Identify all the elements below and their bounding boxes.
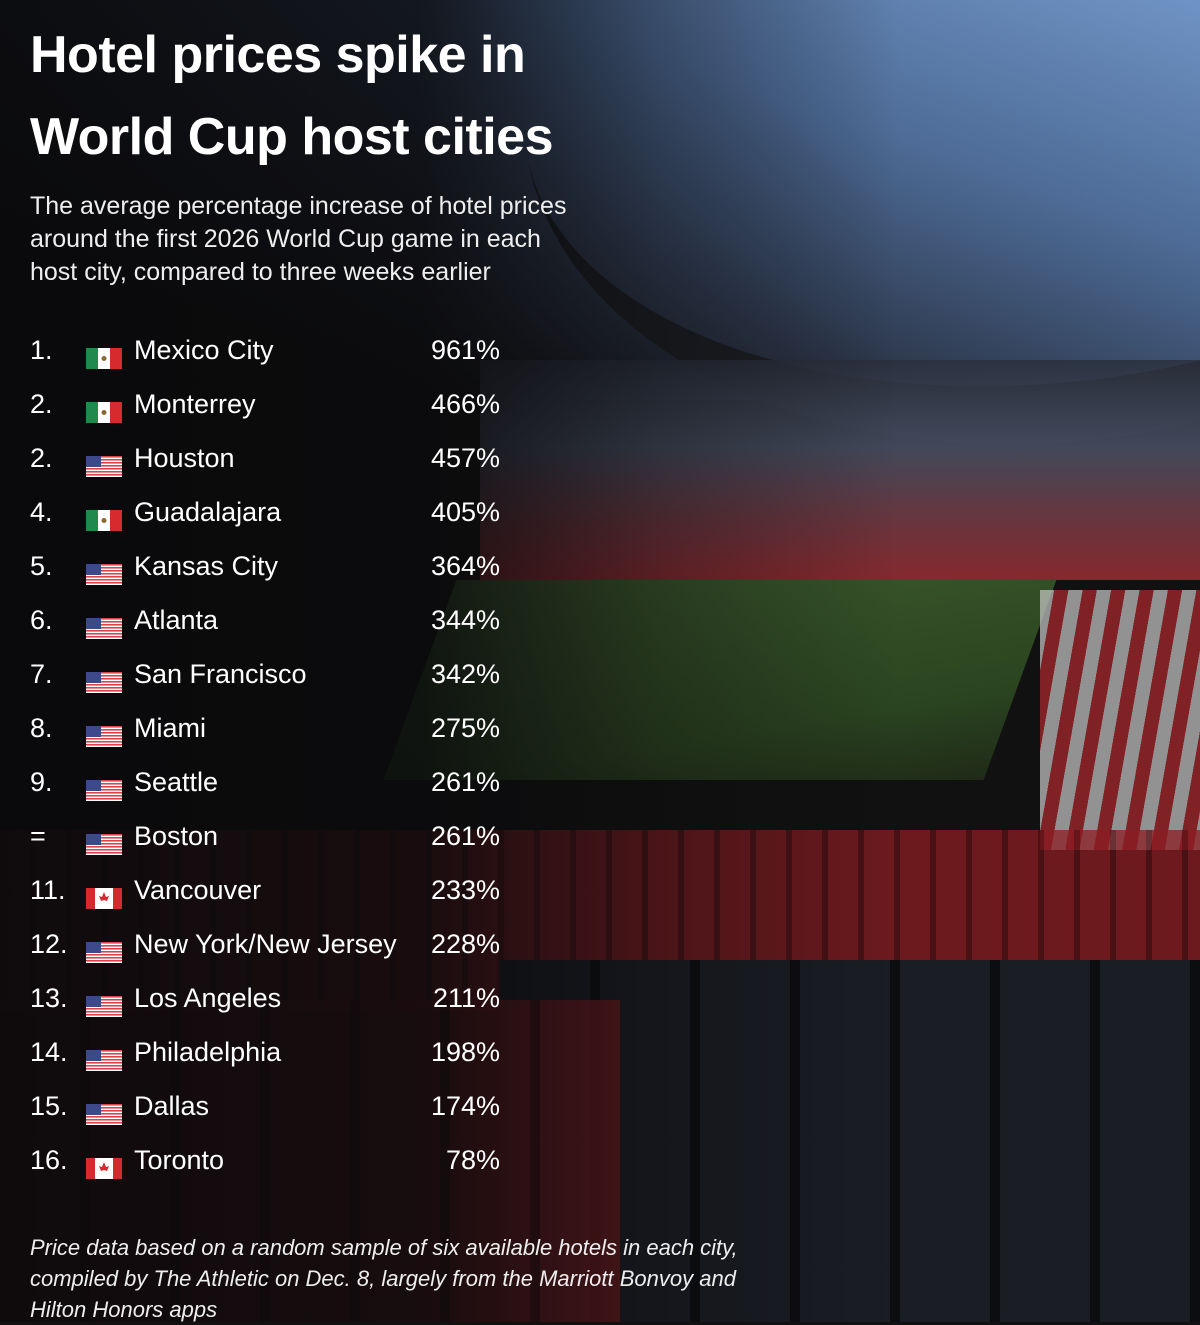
city-name: Toronto xyxy=(134,1145,225,1175)
footnote-line: compiled by The Athletic on Dec. 8, larg… xyxy=(30,1266,736,1291)
table-row: 6. Atlanta 344% xyxy=(30,600,500,640)
rank-label: 14. xyxy=(30,1037,68,1067)
rank-label: 13. xyxy=(30,983,68,1013)
subtitle-line: host city, compared to three weeks earli… xyxy=(30,258,491,286)
city-name: Mexico City xyxy=(134,335,274,365)
usa-flag-icon xyxy=(86,1096,122,1125)
title-line: World Cup host cities xyxy=(30,108,554,166)
percentage-value: 261% xyxy=(430,821,500,851)
percentage-value: 961% xyxy=(430,335,500,365)
usa-flag-icon xyxy=(86,1042,122,1071)
canada-flag-icon xyxy=(86,1150,122,1179)
city-name: Philadelphia xyxy=(134,1037,282,1067)
usa-flag-icon xyxy=(86,610,122,639)
percentage-value: 342% xyxy=(430,659,500,689)
table-row: 5. Kansas City 364% xyxy=(30,546,500,586)
percentage-value: 457% xyxy=(430,443,500,473)
city-name: Kansas City xyxy=(134,551,279,581)
city-name: Seattle xyxy=(134,767,219,797)
rank-label: 2. xyxy=(30,443,53,473)
table-row: = Boston 261% xyxy=(30,816,500,856)
rank-label: 9. xyxy=(30,767,53,797)
percentage-value: 174% xyxy=(430,1091,500,1121)
usa-flag-icon xyxy=(86,934,122,963)
rank-label: = xyxy=(30,821,46,851)
percentage-value: 233% xyxy=(430,875,500,905)
subtitle-line: around the first 2026 World Cup game in … xyxy=(30,225,541,253)
table-row: 4. Guadalajara 405% xyxy=(30,492,500,532)
mexico-flag-icon xyxy=(86,340,122,369)
rank-label: 12. xyxy=(30,929,68,959)
rank-label: 4. xyxy=(30,497,53,527)
footnote-line: Price data based on a random sample of s… xyxy=(30,1235,738,1260)
usa-flag-icon xyxy=(86,718,122,747)
rank-label: 16. xyxy=(30,1145,68,1175)
percentage-value: 344% xyxy=(430,605,500,635)
rank-label: 7. xyxy=(30,659,53,689)
chart-title: Hotel prices spike in World Cup host cit… xyxy=(30,14,554,178)
footnote: Price data based on a random sample of s… xyxy=(30,1232,850,1325)
table-row: 12. New York/New Jersey 228% xyxy=(30,924,500,964)
table-row: 8. Miami 275% xyxy=(30,708,500,748)
percentage-value: 228% xyxy=(430,929,500,959)
city-name: Vancouver xyxy=(134,875,262,905)
rank-label: 1. xyxy=(30,335,53,365)
city-name: Los Angeles xyxy=(134,983,282,1013)
rank-label: 11. xyxy=(30,875,66,905)
percentage-value: 198% xyxy=(430,1037,500,1067)
canada-flag-icon xyxy=(86,880,122,909)
table-row: 11. Vancouver 233% xyxy=(30,870,500,910)
table-row: 2. Houston 457% xyxy=(30,438,500,478)
footnote-line: Hilton Honors apps xyxy=(30,1297,218,1322)
city-name: Dallas xyxy=(134,1091,210,1121)
table-row: 13. Los Angeles 211% xyxy=(30,978,500,1018)
percentage-value: 405% xyxy=(430,497,500,527)
rank-label: 2. xyxy=(30,389,53,419)
table-row: 7. San Francisco 342% xyxy=(30,654,500,694)
mexico-flag-icon xyxy=(86,394,122,423)
percentage-value: 261% xyxy=(430,767,500,797)
rank-label: 15. xyxy=(30,1091,68,1121)
city-name: Atlanta xyxy=(134,605,219,635)
table-row: 15. Dallas 174% xyxy=(30,1086,500,1126)
table-row: 2. Monterrey 466% xyxy=(30,384,500,424)
title-line: Hotel prices spike in xyxy=(30,26,526,84)
usa-flag-icon xyxy=(86,556,122,585)
rank-label: 6. xyxy=(30,605,53,635)
usa-flag-icon xyxy=(86,826,122,855)
rank-label: 8. xyxy=(30,713,53,743)
usa-flag-icon xyxy=(86,448,122,477)
mexico-flag-icon xyxy=(86,502,122,531)
city-name: Monterrey xyxy=(134,389,256,419)
percentage-value: 211% xyxy=(432,983,500,1013)
usa-flag-icon xyxy=(86,772,122,801)
chart-subtitle: The average percentage increase of hotel… xyxy=(30,190,670,289)
table-row: 14. Philadelphia 198% xyxy=(30,1032,500,1072)
city-name: Guadalajara xyxy=(134,497,282,527)
city-name: Miami xyxy=(134,713,206,743)
table-row: 16. Toronto 78% xyxy=(30,1140,500,1180)
percentage-value: 466% xyxy=(430,389,500,419)
city-name: Houston xyxy=(134,443,235,473)
table-row: 1. Mexico City 961% xyxy=(30,330,500,370)
city-name: Boston xyxy=(134,821,219,851)
percentage-value: 78% xyxy=(445,1145,500,1175)
table-row: 9. Seattle 261% xyxy=(30,762,500,802)
usa-flag-icon xyxy=(86,664,122,693)
rank-label: 5. xyxy=(30,551,53,581)
percentage-value: 364% xyxy=(430,551,500,581)
subtitle-line: The average percentage increase of hotel… xyxy=(30,192,567,220)
usa-flag-icon xyxy=(86,988,122,1017)
percentage-value: 275% xyxy=(430,713,500,743)
city-name: San Francisco xyxy=(134,659,307,689)
city-name: New York/New Jersey xyxy=(134,929,397,959)
